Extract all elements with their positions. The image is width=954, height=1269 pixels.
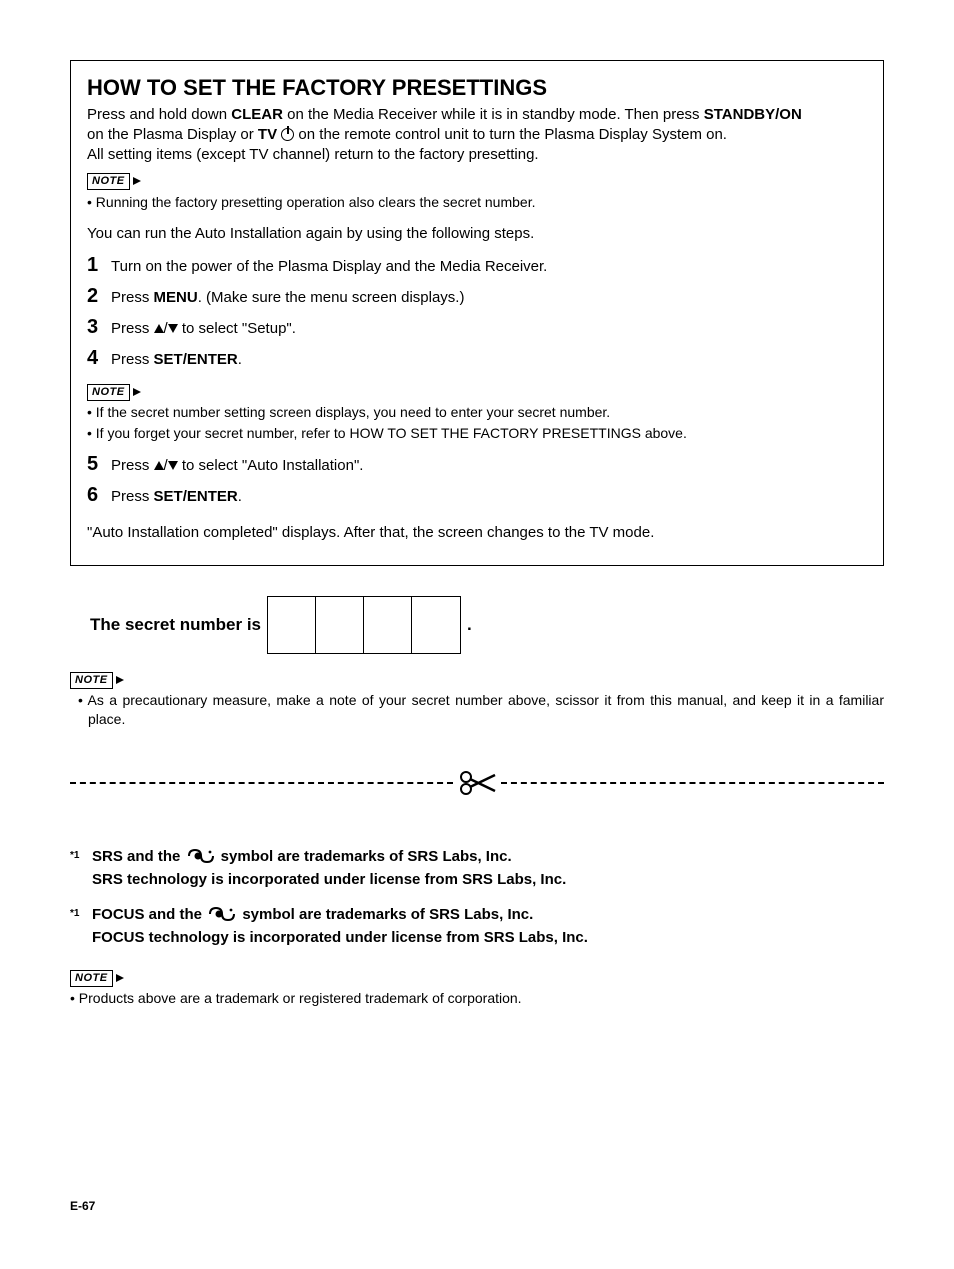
text: . (Make sure the menu screen displays.) <box>198 289 465 306</box>
footnote-marker: *1 <box>70 905 92 949</box>
secret-note: • As a precautionary measure, make a not… <box>70 691 884 729</box>
intro-line-1: Press and hold down CLEAR on the Media R… <box>87 105 867 125</box>
step-list-2: 5 Press / to select "Auto Installation".… <box>87 451 867 509</box>
step-row: 4 Press SET/ENTER. <box>87 345 867 372</box>
bottom-note: • Products above are a trademark or regi… <box>70 989 884 1008</box>
step-row: 3 Press / to select "Setup". <box>87 314 867 341</box>
footnote-marker: *1 <box>70 847 92 891</box>
text: on the Media Receiver while it is in sta… <box>283 106 704 123</box>
arrow-down-icon <box>168 324 178 333</box>
step-number: 1 <box>87 252 111 279</box>
text: Press and hold down <box>87 106 231 123</box>
completion-text: "Auto Installation completed" displays. … <box>87 523 867 543</box>
note-label: NOTE <box>70 970 113 987</box>
text: Press <box>111 320 154 337</box>
note-bullet-2: • If the secret number setting screen di… <box>87 403 867 422</box>
arrow-up-icon <box>154 324 164 333</box>
step-number: 6 <box>87 482 111 509</box>
srs-symbol-icon <box>187 848 215 870</box>
factory-preset-box: HOW TO SET THE FACTORY PRESETTINGS Press… <box>70 60 884 566</box>
srs-symbol-icon <box>208 906 236 928</box>
secret-note-text: As a precautionary measure, make a note … <box>88 692 884 727</box>
secret-boxes <box>267 596 461 654</box>
secret-number-row: The secret number is . <box>90 596 884 654</box>
text: . <box>238 351 242 368</box>
text: to select "Setup". <box>178 320 296 337</box>
tv-label: TV <box>258 126 277 143</box>
text: Press <box>111 289 154 306</box>
secret-label: The secret number is <box>90 614 261 637</box>
setenter-label: SET/ENTER <box>154 351 238 368</box>
step-text: Press SET/ENTER. <box>111 487 242 507</box>
note-label: NOTE <box>87 384 130 401</box>
dash-line-left <box>70 782 453 784</box>
secret-digit-box <box>412 597 460 653</box>
power-icon <box>281 128 294 141</box>
step-number: 5 <box>87 451 111 478</box>
box-title: HOW TO SET THE FACTORY PRESETTINGS <box>87 73 867 103</box>
text: on the Plasma Display or <box>87 126 258 143</box>
step-list-1: 1 Turn on the power of the Plasma Displa… <box>87 252 867 372</box>
step-text: Press MENU. (Make sure the menu screen d… <box>111 288 464 308</box>
text: Press <box>111 457 154 474</box>
footnote-text: SRS and the symbol are trademarks of SRS… <box>92 847 566 891</box>
steps-intro: You can run the Auto Installation again … <box>87 224 867 244</box>
secret-digit-box <box>316 597 364 653</box>
text: FOCUS and the <box>92 906 206 923</box>
secret-digit-box <box>364 597 412 653</box>
text: symbol are trademarks of SRS Labs, Inc. <box>238 906 533 923</box>
menu-label: MENU <box>154 289 198 306</box>
step-row: 5 Press / to select "Auto Installation". <box>87 451 867 478</box>
step-text: Press / to select "Setup". <box>111 319 296 339</box>
step-text: Press / to select "Auto Installation". <box>111 456 363 476</box>
text: . <box>238 488 242 505</box>
footnote-row: *1 SRS and the symbol are trademarks of … <box>70 847 884 891</box>
step-text: Turn on the power of the Plasma Display … <box>111 257 547 277</box>
dash-line-right <box>501 782 884 784</box>
step-number: 4 <box>87 345 111 372</box>
arrow-up-icon <box>154 461 164 470</box>
text: to select "Auto Installation". <box>178 457 364 474</box>
intro-line-2: on the Plasma Display or TV on the remot… <box>87 125 867 145</box>
step-row: 6 Press SET/ENTER. <box>87 482 867 509</box>
text: Press <box>111 488 154 505</box>
cut-line-row <box>70 769 884 797</box>
text: Press <box>111 351 154 368</box>
text: on the remote control unit to turn the P… <box>294 126 727 143</box>
setenter-label: SET/ENTER <box>154 488 238 505</box>
step-text: Press SET/ENTER. <box>111 350 242 370</box>
text: FOCUS technology is incorporated under l… <box>92 929 588 946</box>
note-bullet-3: • If you forget your secret number, refe… <box>87 424 867 443</box>
footnote-row: *1 FOCUS and the symbol are trademarks o… <box>70 905 884 949</box>
text: SRS technology is incorporated under lic… <box>92 871 566 888</box>
note-label: NOTE <box>70 672 113 689</box>
secret-period: . <box>467 614 472 637</box>
step-number: 3 <box>87 314 111 341</box>
standby-label: STANDBY/ON <box>704 106 802 123</box>
secret-digit-box <box>268 597 316 653</box>
intro-line-3: All setting items (except TV channel) re… <box>87 145 867 165</box>
page-number: E-67 <box>70 1198 95 1214</box>
clear-label: CLEAR <box>231 106 283 123</box>
step-row: 1 Turn on the power of the Plasma Displa… <box>87 252 867 279</box>
note-bullet-1: • Running the factory presetting operati… <box>87 193 867 212</box>
step-row: 2 Press MENU. (Make sure the menu screen… <box>87 283 867 310</box>
step-number: 2 <box>87 283 111 310</box>
footnote-text: FOCUS and the symbol are trademarks of S… <box>92 905 588 949</box>
scissors-icon <box>457 769 497 797</box>
arrow-down-icon <box>168 461 178 470</box>
text: symbol are trademarks of SRS Labs, Inc. <box>217 848 512 865</box>
note-label: NOTE <box>87 173 130 190</box>
text: SRS and the <box>92 848 185 865</box>
